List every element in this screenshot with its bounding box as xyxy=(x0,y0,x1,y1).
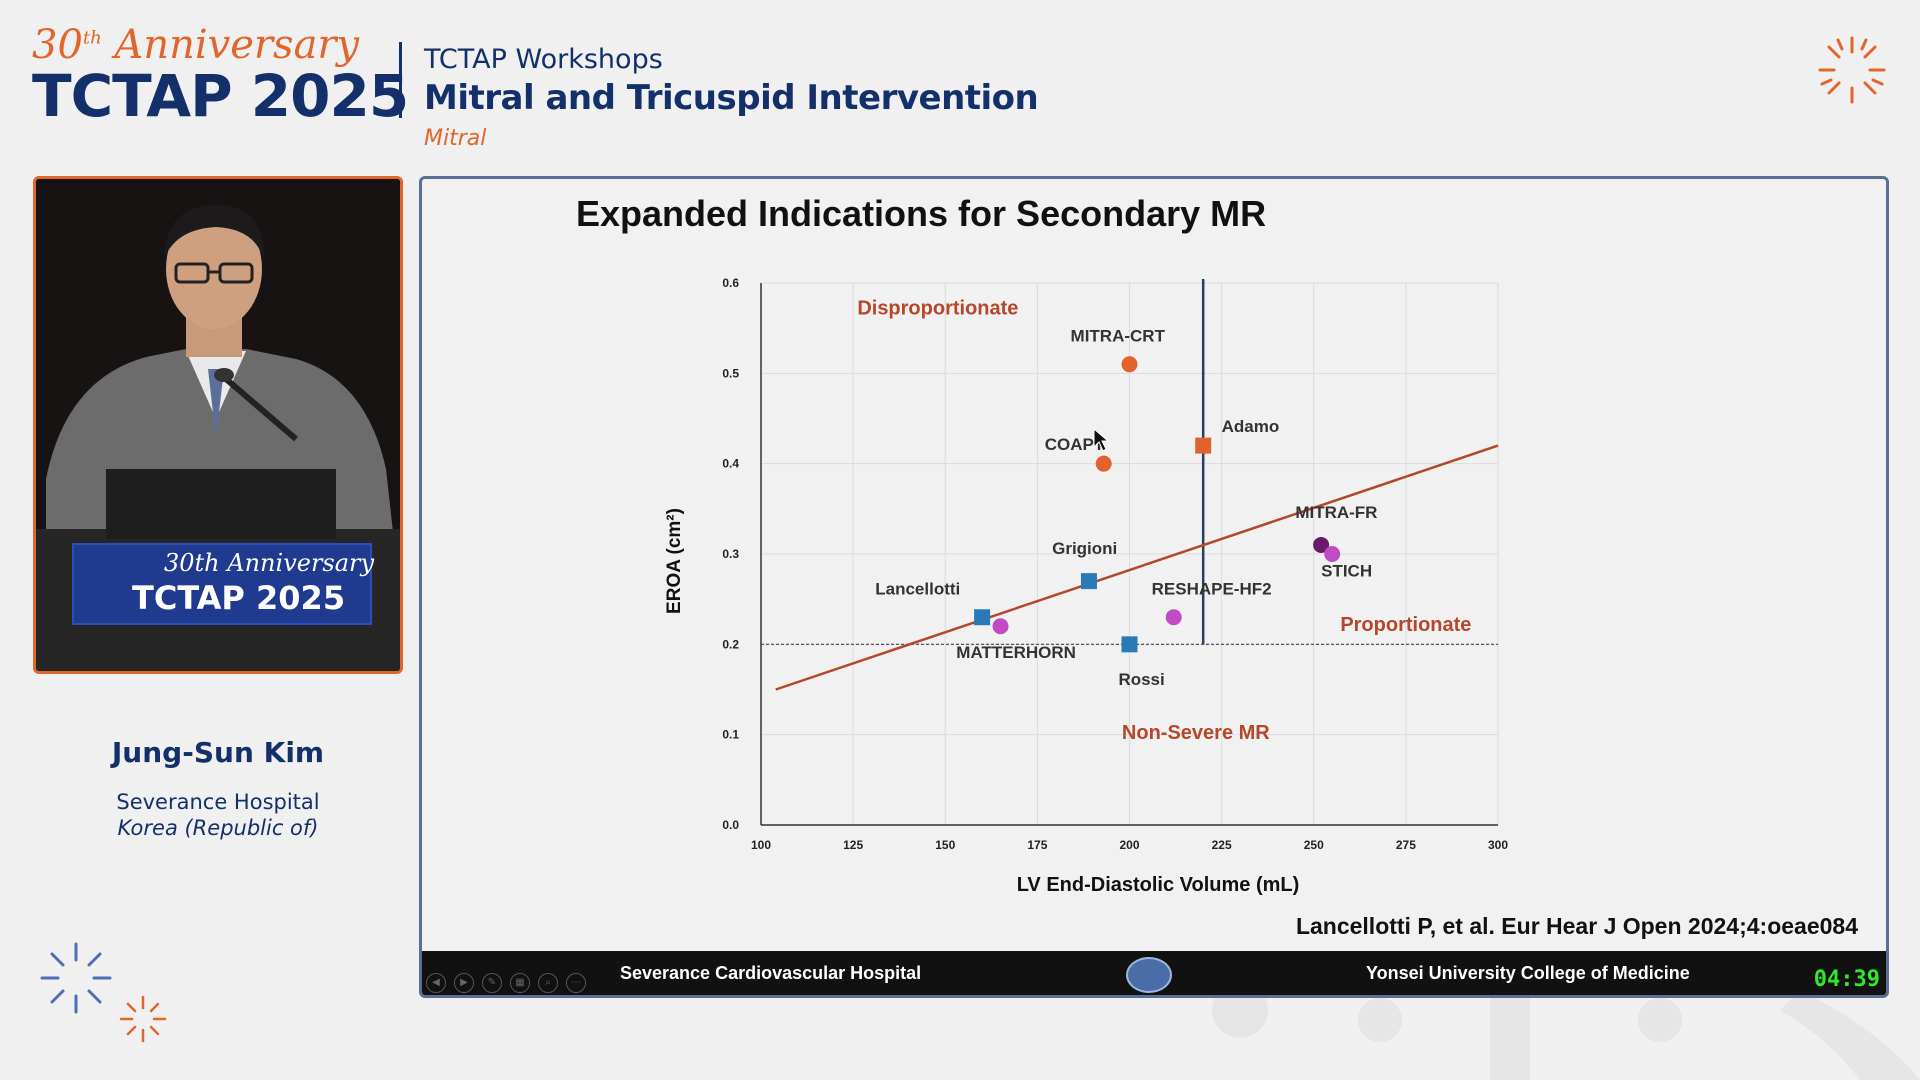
speaker-video: 30th Anniversary TCTAP 2025 xyxy=(33,176,403,674)
footer-hospital: Severance Cardiovascular Hospital xyxy=(620,963,922,983)
y-tick-label: 0.4 xyxy=(722,457,739,471)
background-decoration xyxy=(1212,990,1920,1080)
x-tick-label: 275 xyxy=(1396,838,1416,852)
y-tick-label: 0.6 xyxy=(722,276,739,290)
trend-line xyxy=(775,444,1499,691)
slides-icon[interactable]: ▦ xyxy=(510,973,530,993)
workshops-label: TCTAP Workshops xyxy=(424,44,663,75)
data-label-coapt: COAPT xyxy=(1045,435,1105,454)
region-label: Non-Severe MR xyxy=(1122,722,1270,744)
data-point-grigioni xyxy=(1080,573,1097,590)
y-tick-label: 0.5 xyxy=(722,366,739,380)
next-icon[interactable]: ▶ xyxy=(454,973,474,993)
header-divider xyxy=(399,42,402,118)
more-icon[interactable]: ⋯ xyxy=(566,973,586,993)
pen-icon[interactable]: ✎ xyxy=(482,973,502,993)
data-point-stich xyxy=(1324,546,1341,562)
speaker-name: Jung-Sun Kim xyxy=(111,736,325,769)
data-point-lancellotti xyxy=(974,609,991,626)
session-timer: 04:39 xyxy=(1813,967,1880,992)
slide-citation: Lancellotti P, et al. Eur Hear J Open 20… xyxy=(1295,913,1858,939)
podium-sign: 30th Anniversary TCTAP 2025 xyxy=(72,543,375,625)
x-axis-label: LV End-Diastolic Volume (mL) xyxy=(1017,874,1300,896)
data-point-matterhorn xyxy=(992,618,1009,635)
region-label: Disproportionate xyxy=(857,298,1018,320)
x-tick-label: 150 xyxy=(935,838,955,852)
session-title: Mitral and Tricuspid Intervention xyxy=(424,78,1039,118)
speaker-affiliation: Severance Hospital xyxy=(116,790,320,814)
podium-anniversary: 30th Anniversary xyxy=(164,549,375,577)
scatter-chart: 100 125 150 175 200 225 250 275 300 0.0 0.1 0.2 0.3 0… xyxy=(664,276,1508,896)
data-label-adamo: Adamo xyxy=(1222,417,1280,436)
firework-icon xyxy=(40,942,112,1014)
data-label-mitra-fr: MITRA-FR xyxy=(1295,503,1377,522)
data-point-rossi xyxy=(1121,636,1138,653)
tctap-logo: 30th Anniversary TCTAP 2025 xyxy=(32,22,409,132)
data-label-lancellotti: Lancellotti xyxy=(875,580,960,599)
data-point-mitra-crt xyxy=(1121,356,1138,373)
brand-name: TCTAP 2025 xyxy=(32,62,409,130)
slide-footer: ◀ ▶ ✎ ▦ ⌕ ⋯ Severance Cardiovascular Hos… xyxy=(422,951,1886,995)
x-tick-label: 300 xyxy=(1488,838,1508,852)
x-tick-label: 125 xyxy=(843,838,863,852)
data-label-rossi: Rossi xyxy=(1118,670,1164,689)
playback-controls: ◀ ▶ ✎ ▦ ⌕ ⋯ xyxy=(426,973,586,993)
x-tick-label: 175 xyxy=(1027,838,1047,852)
data-point-mitra-fr xyxy=(1313,536,1330,553)
podium-brand: TCTAP 2025 xyxy=(132,579,346,617)
data-point-coapt xyxy=(1095,455,1112,472)
speaker-country: Korea (Republic of) xyxy=(117,816,319,840)
y-tick-label: 0.3 xyxy=(722,547,739,561)
y-axis-label: EROA (cm²) xyxy=(664,508,685,614)
presentation-slide: Expanded Indications for Secondary MR 10… xyxy=(419,176,1889,998)
mouse-cursor-icon xyxy=(1093,427,1110,452)
slide-title: Expanded Indications for Secondary MR xyxy=(576,193,1267,234)
track-label: Mitral xyxy=(424,126,487,151)
y-tick-label: 0.1 xyxy=(722,728,739,742)
firework-icon xyxy=(119,995,167,1043)
yonsei-logo-icon xyxy=(1126,957,1172,993)
x-tick-label: 100 xyxy=(751,838,771,852)
data-label-matterhorn: MATTERHORN xyxy=(956,643,1076,662)
x-tick-label: 225 xyxy=(1212,838,1232,852)
data-label-stich: STICH xyxy=(1321,562,1372,581)
x-tick-label: 200 xyxy=(1119,838,1139,852)
previous-icon[interactable]: ◀ xyxy=(426,973,446,993)
y-tick-label: 0.2 xyxy=(722,637,739,651)
y-tick-label: 0.0 xyxy=(722,818,739,832)
data-point-reshape-hf2 xyxy=(1165,609,1182,626)
data-point-adamo xyxy=(1195,437,1212,454)
x-tick-label: 250 xyxy=(1304,838,1324,852)
data-label-grigioni: Grigioni xyxy=(1052,539,1117,558)
data-label-reshape-hf2: RESHAPE-HF2 xyxy=(1152,580,1272,599)
footer-university: Yonsei University College of Medicine xyxy=(1366,963,1690,983)
data-label-mitra-crt: MITRA-CRT xyxy=(1071,327,1166,346)
firework-icon xyxy=(1818,36,1886,104)
anniversary-mark: 30th Anniversary xyxy=(32,22,360,68)
region-label: Proportionate xyxy=(1340,614,1471,636)
zoom-icon[interactable]: ⌕ xyxy=(538,973,558,993)
